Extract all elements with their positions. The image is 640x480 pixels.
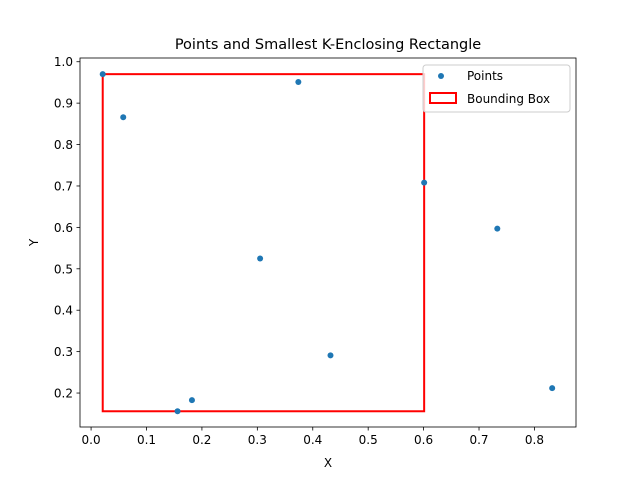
data-point (494, 225, 501, 232)
data-point (257, 255, 264, 262)
x-tick-label: 0.6 (414, 433, 433, 447)
points-layer (99, 71, 556, 415)
y-tick-label: 0.6 (54, 221, 73, 235)
bounding-box (101, 73, 426, 413)
y-tick-label: 0.9 (54, 97, 73, 111)
y-axis-ticks: 0.2 0.3 0.4 0.5 0.6 0.7 0.8 0.9 1.0 (54, 55, 80, 401)
y-tick-label: 0.4 (54, 304, 73, 318)
data-point (120, 114, 127, 121)
x-tick-label: 0.7 (469, 433, 488, 447)
data-point (549, 385, 556, 392)
legend: Points Bounding Box (422, 64, 571, 113)
legend-points-marker (438, 73, 444, 79)
x-tick-label: 0.3 (248, 433, 267, 447)
bounding-box-layer (101, 73, 426, 413)
legend-frame (422, 64, 571, 113)
data-point (188, 397, 195, 404)
y-tick-label: 0.7 (54, 179, 73, 193)
y-tick-label: 0.2 (54, 387, 73, 401)
plot-area (80, 58, 576, 427)
data-point (174, 408, 181, 415)
x-tick-label: 0.2 (192, 433, 211, 447)
y-tick-label: 1.0 (54, 55, 73, 69)
x-tick-label: 0.1 (137, 433, 156, 447)
data-point (295, 79, 302, 86)
legend-points-label: Points (467, 69, 503, 83)
x-tick-label: 0.8 (525, 433, 544, 447)
legend-bounding-box-label: Bounding Box (467, 92, 550, 106)
x-tick-label: 0.0 (82, 433, 101, 447)
y-tick-label: 0.8 (54, 138, 73, 152)
y-tick-label: 0.5 (54, 262, 73, 276)
x-axis-ticks: 0.0 0.1 0.2 0.3 0.4 0.5 0.6 0.7 0.8 (82, 427, 544, 447)
y-axis-label: Y (27, 238, 41, 247)
legend-bounding-box-marker (429, 92, 457, 104)
y-tick-label: 0.3 (54, 345, 73, 359)
data-point (327, 352, 334, 359)
data-point (99, 71, 106, 78)
data-point (421, 179, 428, 186)
axes-frame (79, 57, 577, 428)
x-tick-label: 0.4 (303, 433, 322, 447)
chart-title: Points and Smallest K-Enclosing Rectangl… (175, 37, 481, 53)
x-tick-label: 0.5 (359, 433, 378, 447)
x-axis-label: X (324, 456, 332, 470)
